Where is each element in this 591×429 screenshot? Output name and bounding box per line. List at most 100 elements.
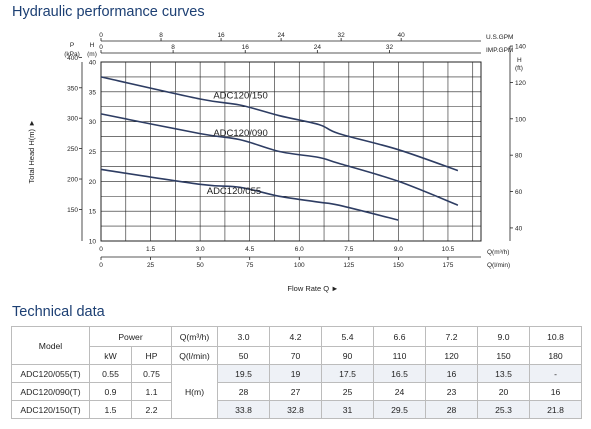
ft-tick-label: 140 (515, 44, 526, 51)
series-label: ADC120/055 (207, 186, 261, 197)
head-value-cell: 33.8 (217, 400, 271, 419)
flow-lmin-cell: 90 (321, 346, 375, 365)
ft-tick-label: 60 (515, 189, 523, 196)
kw-cell: 0.9 (89, 382, 132, 401)
tech-section-title: Technical data (12, 304, 105, 320)
flow-m3h-cell: 3.0 (217, 326, 271, 347)
head-value-cell: 31 (321, 400, 375, 419)
flow-m3h-cell: 7.2 (425, 326, 479, 347)
x-tick-label-m3h: 6.0 (295, 246, 304, 253)
kpa-tick-label: 400 (67, 55, 78, 62)
table-row: ADC120/090(T) 0.9 1.1 28 27 25 24 23 20 16 (11, 382, 583, 401)
ft-tick-label: 100 (515, 116, 526, 123)
h-label-cell: H(m) (171, 364, 219, 419)
x-tick-label-lmin: 175 (443, 262, 454, 269)
technical-data-table: Model Power Q(m³/h) 3.0 4.2 5.4 6.6 7.2 9.0 10.8 k… (11, 326, 583, 419)
table-header-row: Model Power Q(m³/h) 3.0 4.2 5.4 6.6 7.2 9.0 10.8 (11, 326, 583, 365)
x-tick-label-lmin: 150 (393, 262, 404, 269)
x-tick-label-m3h: 0 (99, 246, 103, 253)
kw-cell: 1.5 (89, 400, 132, 419)
hp-cell: 0.75 (130, 364, 173, 383)
x-tick-label-m3h: 9.0 (394, 246, 403, 253)
flow-m3h-cell: 5.4 (321, 326, 375, 347)
head-value-cell: 28 (217, 382, 271, 401)
flow-lmin-cell: 70 (269, 346, 323, 365)
impgpm-label: IMP.GPM (486, 47, 513, 54)
model-cell: ADC120/090(T) (11, 382, 90, 401)
kpa-tick-label: 150 (67, 207, 78, 214)
h-label: H (90, 42, 95, 49)
head-value-cell: 23 (425, 382, 479, 401)
usgpm-tick-label: 0 (99, 32, 103, 39)
x-tick-label-m3h: 1.5 (146, 246, 155, 253)
impgpm-tick-label: 0 (99, 44, 103, 51)
flow-lmin-cell: 110 (373, 346, 427, 365)
usgpm-tick-label: 16 (217, 32, 225, 39)
x-axis-title: Flow Rate Q ► (287, 284, 338, 293)
flow-m3h-cell: 6.6 (373, 326, 427, 347)
head-value-cell: 17.5 (321, 364, 375, 383)
flow-lmin-cell: 150 (477, 346, 531, 365)
hp-header: HP (130, 346, 173, 365)
q-lmin-header: Q(l/min) (171, 346, 219, 365)
q-m3h-header: Q(m³/h) (171, 326, 219, 347)
x-tick-label-m3h: 10.5 (442, 246, 455, 253)
head-value-cell: 16.5 (373, 364, 427, 383)
head-value-cell: 29.5 (373, 400, 427, 419)
m-label: (m) (87, 51, 97, 58)
x-tick-label-m3h: 4.5 (245, 246, 254, 253)
usgpm-tick-label: 24 (277, 32, 285, 39)
x-tick-label-lmin: 125 (343, 262, 354, 269)
head-value-cell: 19 (269, 364, 323, 383)
head-value-cell: 24 (373, 382, 427, 401)
series-line (100, 76, 459, 172)
power-header: Power (88, 326, 173, 347)
kpa-tick-label: 350 (67, 85, 78, 92)
head-value-cell: 27 (269, 382, 323, 401)
flow-lmin-cell: 120 (425, 346, 479, 365)
hp-cell: 1.1 (130, 382, 173, 401)
series-label: ADC120/150 (213, 90, 267, 101)
impgpm-tick-label: 16 (242, 44, 250, 51)
head-value-cell: 28 (425, 400, 479, 419)
series-label: ADC120/090 (213, 128, 267, 139)
y-tick-label-m: 30 (89, 119, 97, 126)
performance-chart: 0 8 16 24 32 400 8 16 24 32U.S.GPMIMP.GPM10152025… (27, 32, 526, 293)
model-header: Model (11, 326, 90, 365)
table-row: ADC120/055(T) 0.55 0.75 H(m) 19.5 19 17.5 16.5 1… (11, 364, 583, 419)
x-tick-label-lmin: 50 (197, 262, 205, 269)
head-value-cell: 21.8 (529, 400, 583, 419)
model-cell: ADC120/150(T) (11, 400, 90, 419)
usgpm-label: U.S.GPM (486, 34, 513, 41)
h-right-label: H (517, 57, 522, 64)
impgpm-tick-label: 24 (314, 44, 322, 51)
flow-lmin-cell: 180 (529, 346, 583, 365)
head-value-cell: 25.3 (477, 400, 531, 419)
head-value-cell: 19.5 (217, 364, 271, 383)
head-value-cell: 16 (425, 364, 479, 383)
ft-tick-label: 40 (515, 225, 523, 232)
flow-m3h-cell: 10.8 (529, 326, 583, 347)
x-tick-label-m3h: 3.0 (196, 246, 205, 253)
kw-cell: 0.55 (89, 364, 132, 383)
x-tick-label-lmin: 0 (99, 262, 103, 269)
x-tick-label-lmin: 100 (294, 262, 305, 269)
flow-lmin-cell: 50 (217, 346, 271, 365)
q-lmin-label: Q(l/min) (487, 262, 510, 269)
head-value-cell: 20 (477, 382, 531, 401)
model-cell: ADC120/055(T) (11, 364, 90, 383)
kpa-label: (kPa) (64, 51, 80, 58)
y-tick-label-m: 40 (89, 60, 97, 67)
plot-frame (100, 61, 482, 242)
x-tick-label-lmin: 25 (147, 262, 155, 269)
kw-header: kW (89, 346, 132, 365)
y-tick-label-m: 15 (89, 209, 97, 216)
table-header-row: kW HP Q(l/min) 50 70 90 110 120 150 180 (12, 346, 583, 365)
x-tick-label-m3h: 7.5 (344, 246, 353, 253)
head-value-cell: - (529, 364, 583, 383)
y-tick-label-m: 25 (89, 149, 97, 156)
series-line (100, 168, 399, 221)
impgpm-tick-label: 32 (386, 44, 394, 51)
y-axis-title: Total Head H(m) ► (27, 119, 36, 183)
y-tick-label-m: 20 (89, 179, 97, 186)
